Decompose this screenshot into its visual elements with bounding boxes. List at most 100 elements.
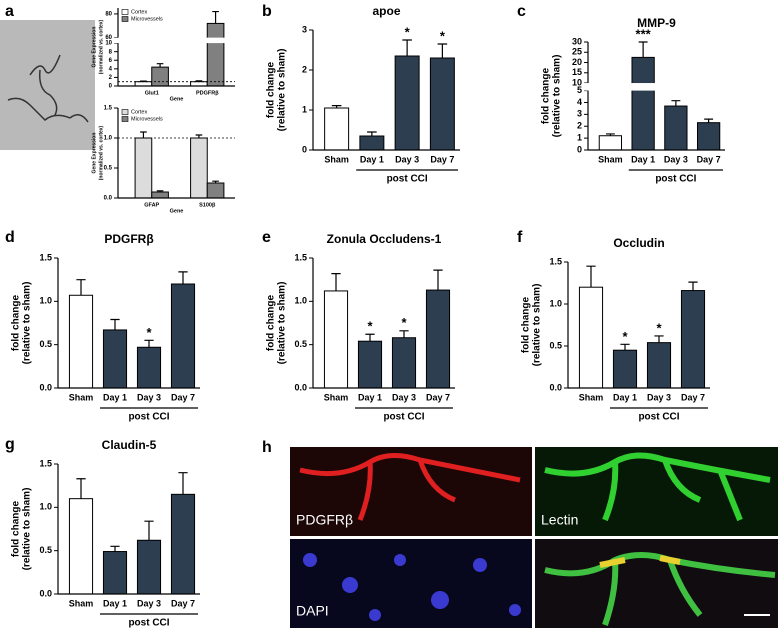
chart-title: Claudin-5 xyxy=(102,438,157,452)
legend-label: Cortex xyxy=(131,9,147,15)
x-tick-label: Day 3 xyxy=(137,598,161,608)
bar xyxy=(134,81,153,87)
significance: *** xyxy=(636,26,652,41)
channel-label: PDGFRβ xyxy=(296,512,353,528)
y-tick-label: 30 xyxy=(572,36,582,46)
bar xyxy=(646,342,672,389)
y-tick-label: 60 xyxy=(105,35,112,41)
y-tick-label: 20 xyxy=(572,57,582,67)
x-tick-label: Day 7 xyxy=(426,392,450,402)
y-axis-label: (relative to sham) xyxy=(22,282,33,365)
y-tick-label: 0.0 xyxy=(39,382,52,392)
y-axis-label: fold change xyxy=(541,68,552,125)
bar xyxy=(170,283,196,389)
vessel-trace xyxy=(7,54,89,123)
y-tick-label: 80 xyxy=(105,12,112,18)
bar xyxy=(206,182,225,199)
y-tick-label: 0.5 xyxy=(104,166,113,172)
channel-label: DAPI xyxy=(296,603,329,619)
x-tick-label: Day 7 xyxy=(681,392,705,402)
group-label: post CCI xyxy=(655,174,696,185)
x-tick-label: PDGFRβ xyxy=(196,90,219,96)
y-tick-label: 0.5 xyxy=(39,339,52,349)
error-bar xyxy=(586,265,596,288)
x-tick-label: Day 1 xyxy=(613,392,637,402)
bar xyxy=(102,329,128,389)
y-tick-label: 0.5 xyxy=(549,340,562,350)
y-tick-label: 1 xyxy=(302,104,307,114)
bar xyxy=(151,66,169,87)
significance: * xyxy=(405,24,411,39)
x-tick-label: Sham xyxy=(598,154,623,164)
group-label: post CCI xyxy=(638,412,679,423)
channel-red xyxy=(290,447,532,536)
bar xyxy=(696,122,721,151)
significance: * xyxy=(146,325,152,340)
y-axis-label: Gene Expression xyxy=(91,133,97,174)
bar xyxy=(357,340,383,389)
error-bar xyxy=(605,133,615,136)
y-tick-label: 1.5 xyxy=(39,252,52,262)
y-tick-label: 0.5 xyxy=(294,339,307,349)
error-bar xyxy=(110,545,120,552)
chart-title: PDGFRβ xyxy=(104,232,153,246)
nuclei xyxy=(303,553,521,621)
error-bar xyxy=(212,10,219,24)
chart-title: Occludin xyxy=(613,236,664,250)
bar xyxy=(323,290,349,389)
panel-letter: e xyxy=(262,229,271,246)
channel-blue xyxy=(290,539,532,628)
y-axis-label: (relative to sham) xyxy=(552,55,563,138)
y-tick-label: 4 xyxy=(109,66,113,72)
panel-letter: f xyxy=(517,229,523,246)
bar xyxy=(664,105,688,151)
y-tick-label: 10 xyxy=(572,77,582,87)
y-axis-label: fold change xyxy=(266,62,277,119)
legend-label: Microvessels xyxy=(131,16,163,22)
y-tick-label: 5 xyxy=(577,85,582,95)
y-axis-label: (relative to sham) xyxy=(22,488,33,571)
bar xyxy=(612,349,638,389)
error-bar xyxy=(399,330,409,338)
y-tick-label: 1.5 xyxy=(549,256,562,266)
error-bar xyxy=(178,271,188,284)
x-tick-label: Day 3 xyxy=(664,154,688,164)
y-tick-label: 1.0 xyxy=(104,136,113,142)
y-axis-label: fold change xyxy=(266,295,277,352)
y-tick-label: 1.5 xyxy=(104,106,113,112)
legend-swatch xyxy=(121,116,129,122)
group-label: post CCI xyxy=(128,618,169,628)
error-bar xyxy=(331,105,342,108)
y-tick-label: 3 xyxy=(302,24,307,34)
x-tick-label: Day 1 xyxy=(103,598,127,608)
channel-label: Lectin xyxy=(541,512,578,528)
group-label: post CCI xyxy=(383,412,424,423)
bar xyxy=(136,346,162,389)
vessel-trace xyxy=(544,552,776,626)
y-tick-label: 1.5 xyxy=(39,458,52,468)
bar xyxy=(425,289,451,389)
y-tick-label: 25 xyxy=(572,47,582,57)
y-tick-label: 1.0 xyxy=(39,502,52,512)
bar xyxy=(68,294,94,389)
y-axis-label: fold change xyxy=(521,297,532,354)
error-bar xyxy=(76,279,86,296)
channel-merge xyxy=(535,539,778,628)
panel-letter: c xyxy=(517,3,526,20)
error-bar xyxy=(365,333,375,342)
panel-letter: d xyxy=(5,229,15,246)
x-tick-label: Sham xyxy=(579,392,604,402)
x-tick-label: Day 7 xyxy=(171,392,195,402)
vessel-trace xyxy=(299,453,521,521)
y-tick-label: 1.5 xyxy=(294,252,307,262)
y-axis-label: (normalized vs. cortex) xyxy=(98,19,104,74)
y-tick-label: 15 xyxy=(572,67,582,77)
error-bar xyxy=(144,339,154,348)
error-bar xyxy=(433,269,443,291)
bar xyxy=(680,290,706,389)
significance: * xyxy=(401,315,407,330)
y-axis-label: fold change xyxy=(11,295,22,352)
colocalization xyxy=(599,555,681,568)
axis-break xyxy=(583,83,726,91)
bar xyxy=(190,81,208,87)
